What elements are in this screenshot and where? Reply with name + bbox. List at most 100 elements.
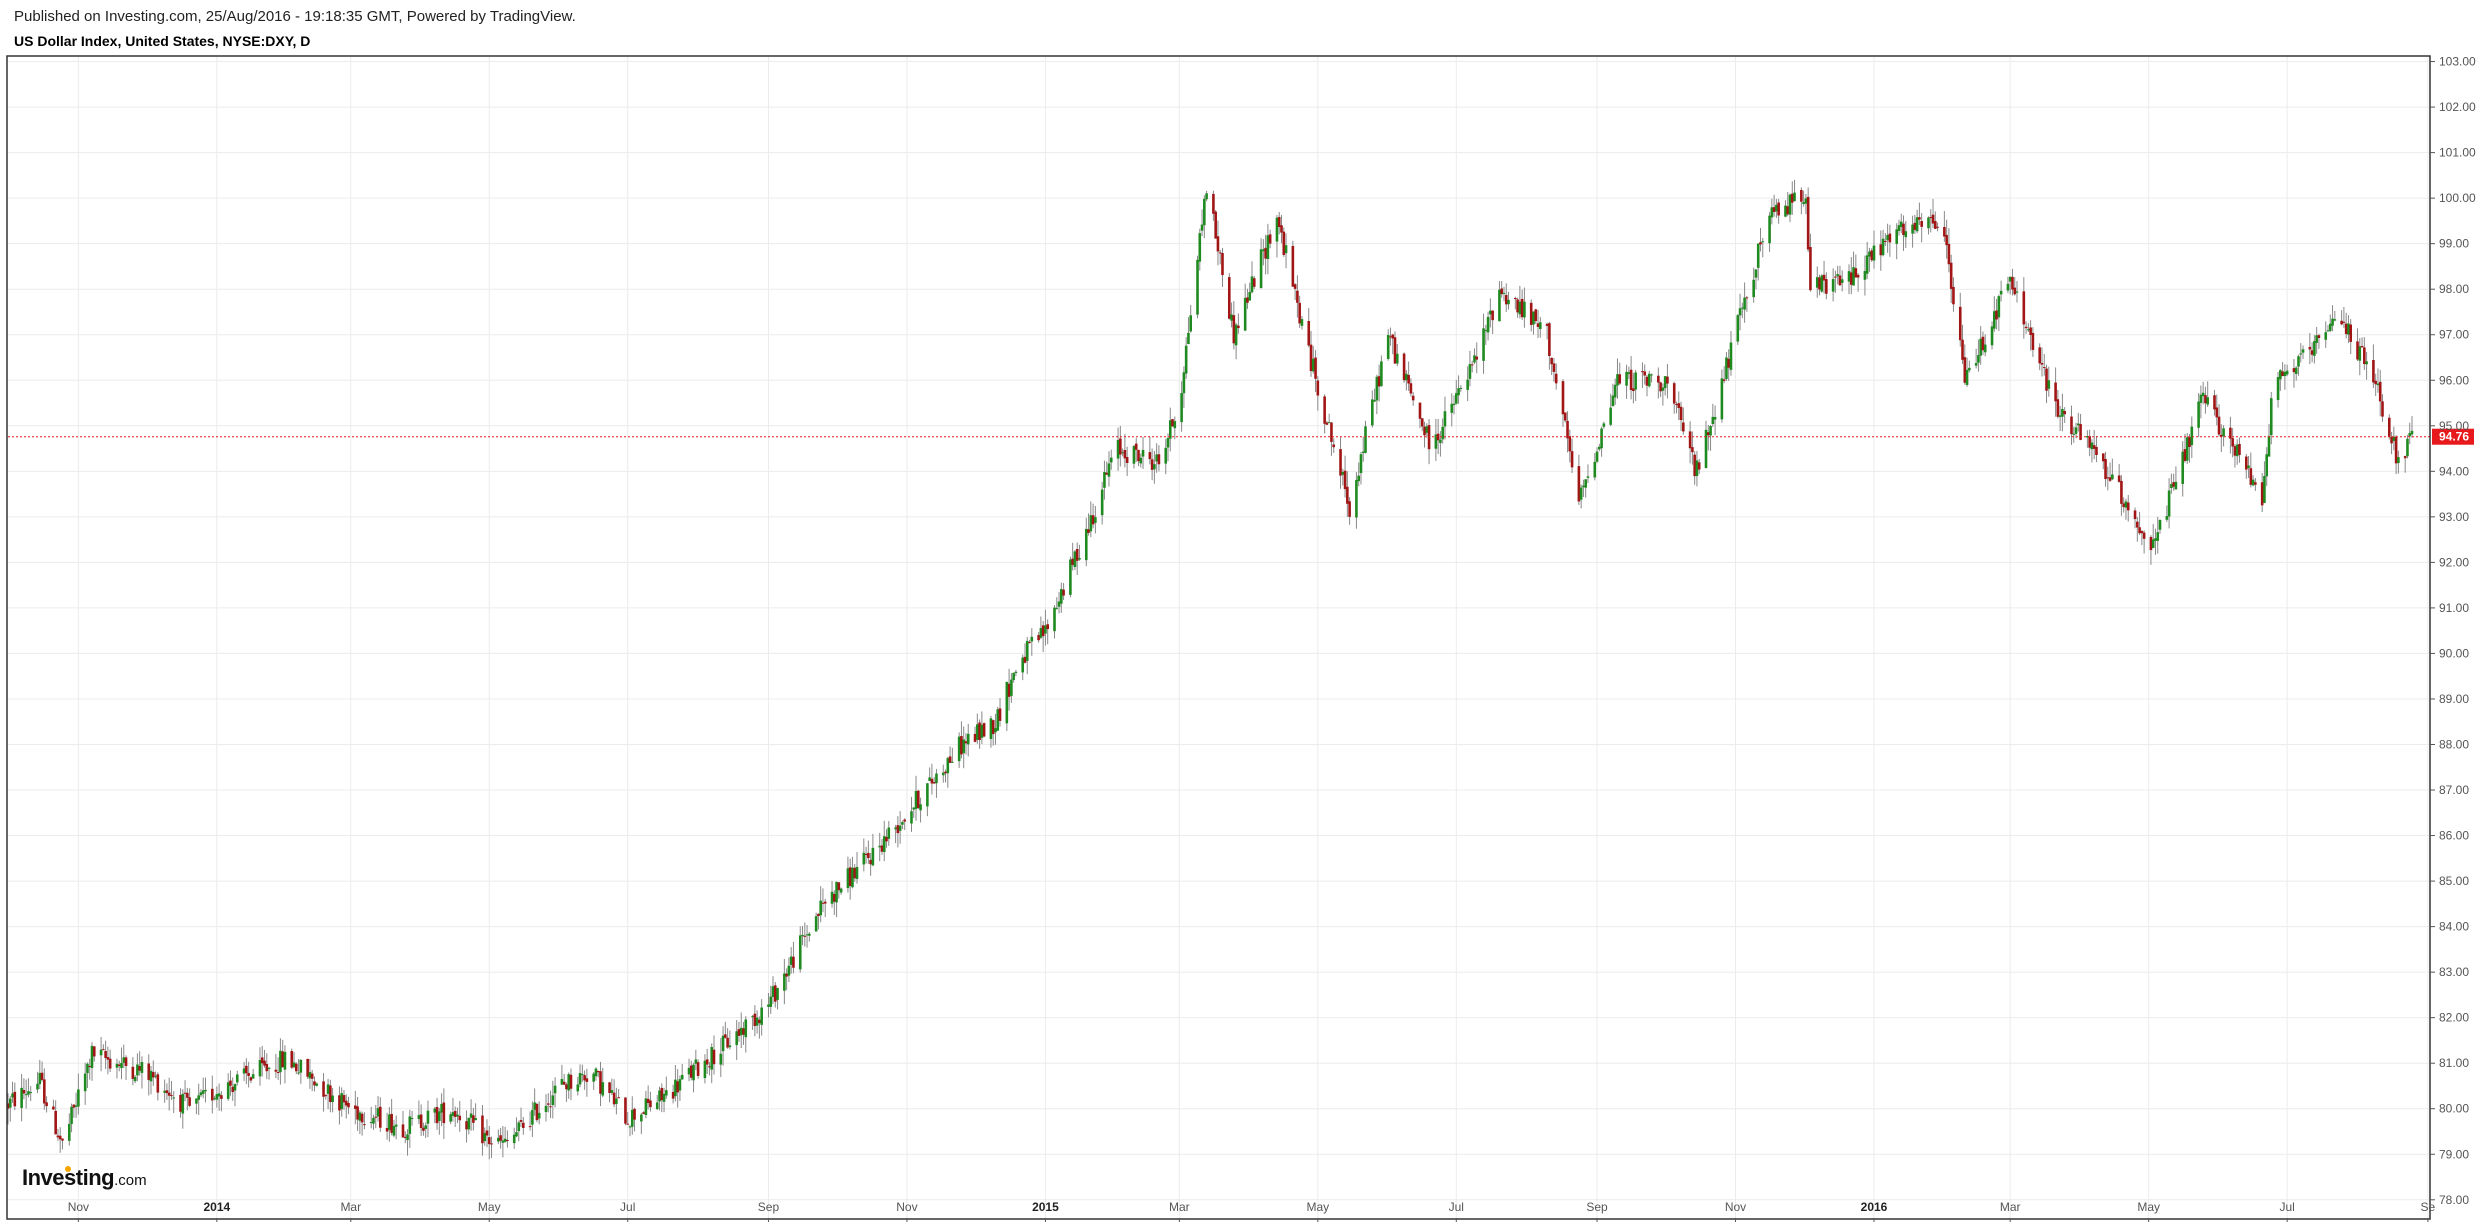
candle-body — [1166, 438, 1170, 448]
candle-body — [1983, 344, 1987, 353]
candle — [326, 1078, 330, 1110]
candle — [1427, 419, 1431, 465]
candle — [1482, 313, 1485, 374]
candle — [1806, 187, 1810, 253]
candle-body — [435, 1106, 439, 1124]
y-tick-label: 93.00 — [2439, 510, 2469, 524]
candle — [569, 1068, 573, 1101]
candle — [329, 1079, 332, 1113]
candle-body — [1616, 374, 1619, 386]
candle — [1514, 296, 1517, 310]
candle — [245, 1058, 248, 1085]
candle — [2392, 426, 2396, 451]
y-tick-label: 85.00 — [2439, 874, 2469, 888]
candle — [2013, 277, 2017, 296]
candle-body — [154, 1075, 157, 1077]
candle-body — [483, 1133, 487, 1142]
candle — [1722, 366, 1726, 384]
candle — [1296, 275, 1299, 318]
candle-body — [989, 718, 993, 739]
candle-body — [487, 1137, 491, 1145]
candle — [549, 1090, 552, 1119]
candle-body — [1879, 244, 1883, 256]
candle-body — [263, 1060, 266, 1066]
candle-body — [919, 804, 922, 811]
candle — [1650, 373, 1653, 383]
candle — [1886, 223, 1889, 253]
candle — [1010, 673, 1013, 703]
candle-body — [864, 853, 868, 856]
candle — [1598, 443, 1601, 452]
candle-body — [204, 1089, 207, 1092]
candle — [567, 1072, 571, 1099]
candle — [1327, 413, 1331, 424]
candle-body — [102, 1049, 105, 1051]
candle — [976, 713, 979, 744]
candle-body — [935, 773, 938, 784]
candle — [1613, 378, 1617, 405]
candle — [2056, 390, 2060, 419]
candle-body — [649, 1100, 652, 1108]
candle-body — [2397, 457, 2400, 464]
candle — [1307, 307, 1311, 348]
candle-body — [56, 1135, 60, 1138]
candle-body — [2358, 346, 2362, 361]
candle-body — [1949, 262, 1953, 289]
candle-body — [1203, 198, 1206, 226]
candle-body — [2136, 521, 2139, 528]
candle-body — [1745, 297, 1749, 299]
candle-body — [767, 1004, 770, 1007]
candle-body — [163, 1090, 166, 1093]
candle-body — [465, 1121, 468, 1130]
candle-body — [124, 1057, 128, 1066]
candle — [1695, 450, 1699, 487]
candle-body — [535, 1103, 539, 1121]
candle — [1666, 363, 1669, 399]
candle — [1616, 358, 1619, 399]
candle-body — [646, 1098, 650, 1103]
candle-body — [1831, 279, 1835, 292]
candle-body — [376, 1108, 380, 1117]
candle — [1205, 190, 1208, 202]
candle — [1212, 190, 1215, 221]
candle — [1078, 544, 1081, 561]
candle-body — [1675, 404, 1678, 406]
candle-body — [1343, 470, 1347, 490]
candle — [2408, 422, 2412, 445]
candle — [962, 726, 965, 769]
candle-body — [1157, 454, 1161, 465]
candle-body — [1457, 388, 1460, 396]
x-axis[interactable]: Nov 2014 Mar May Jul Sep Nov 2015 Mar May Jul Sep No… — [68, 1200, 2436, 1222]
candle-body — [944, 771, 947, 774]
candle — [1554, 363, 1558, 390]
candle — [1902, 215, 1905, 251]
candle-body — [360, 1113, 364, 1123]
candle — [1057, 592, 1061, 614]
candle — [490, 1136, 493, 1158]
candle — [43, 1068, 46, 1110]
candle — [1682, 407, 1685, 435]
candle — [99, 1037, 103, 1072]
candle — [1484, 324, 1488, 345]
candle-body — [1577, 466, 1581, 502]
candle-body — [2410, 430, 2414, 435]
candle — [2070, 405, 2073, 445]
candle-body — [83, 1073, 87, 1092]
candle-body — [2285, 370, 2289, 375]
candle — [83, 1062, 87, 1105]
candle-body — [1498, 289, 1501, 322]
candle — [13, 1082, 17, 1111]
candle-body — [2344, 323, 2348, 335]
candle — [2281, 362, 2284, 377]
candle — [136, 1053, 139, 1082]
candle — [1284, 233, 1288, 269]
y-axis[interactable]: 78.0079.0080.0081.0082.0083.0084.0085.00… — [2430, 55, 2476, 1207]
candle-body — [1904, 231, 1908, 238]
candle-body — [1359, 454, 1363, 474]
candle — [882, 820, 886, 862]
candle-body — [1554, 373, 1558, 384]
candle-body — [2133, 510, 2137, 520]
candle-body — [1053, 607, 1056, 632]
candle — [247, 1061, 250, 1088]
